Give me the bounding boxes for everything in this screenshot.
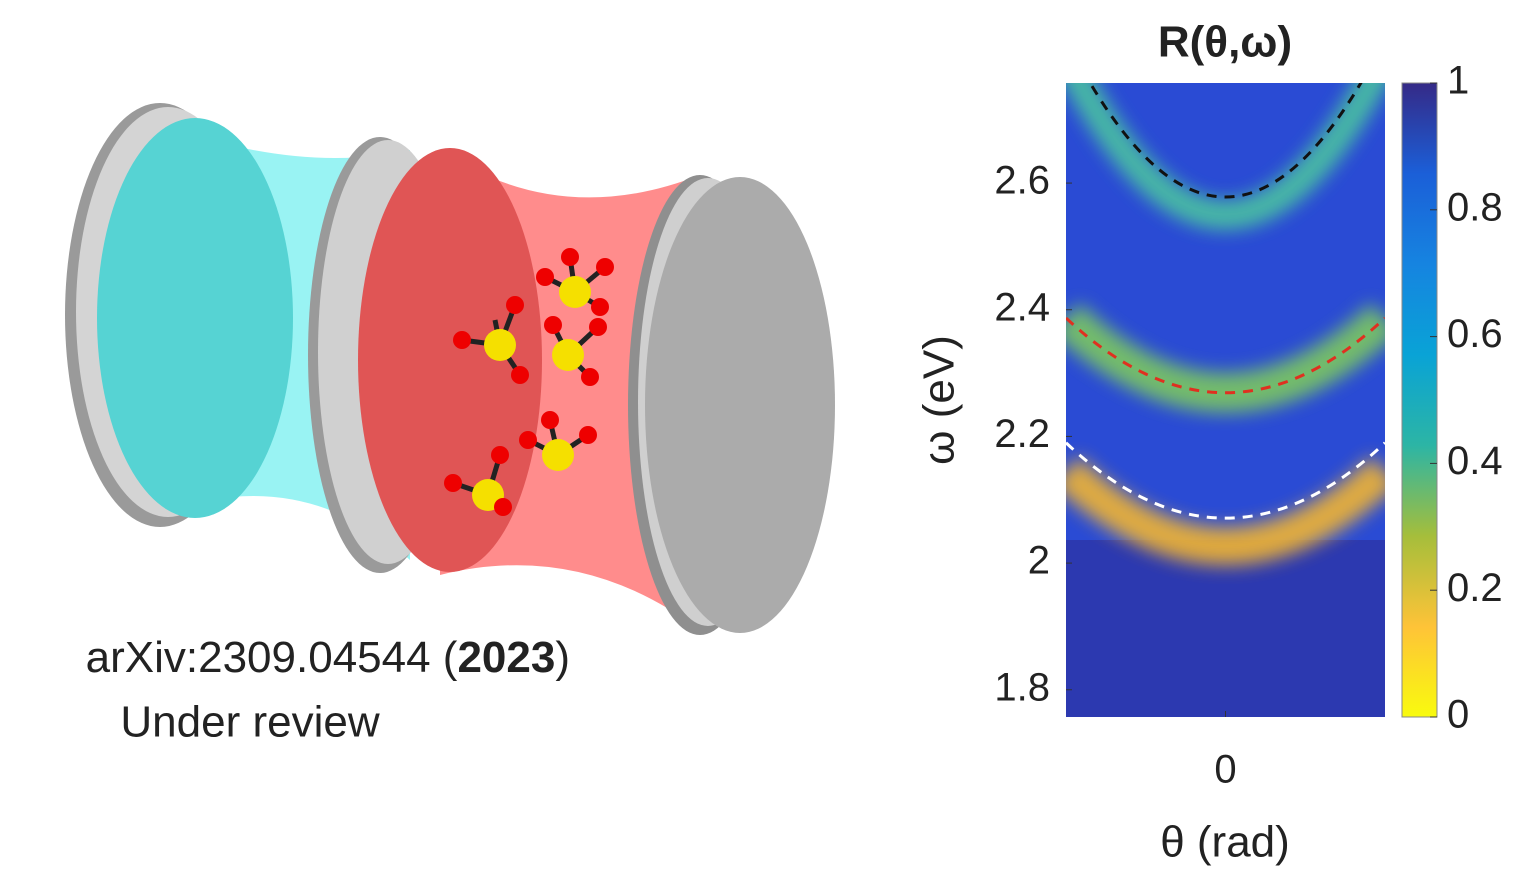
citation-year: 2023: [457, 633, 555, 682]
cavity-illustration: [65, 103, 835, 635]
review-status: Under review: [120, 698, 379, 747]
colorbar-tick-label: 0.4: [1447, 439, 1503, 483]
y-axis-label: ω (eV): [915, 335, 964, 465]
y-tick-label: 1.8: [994, 665, 1050, 709]
y-tick-label: 2: [1028, 539, 1050, 583]
slide: arXiv:2309.04544 (2023) Under review R(θ…: [0, 0, 1538, 882]
colorbar: [1402, 83, 1437, 717]
colorbar-tick-label: 1: [1447, 59, 1469, 103]
chart-title: R(θ,ω): [1158, 18, 1292, 67]
citation-id: arXiv:2309.04544 (: [86, 633, 458, 682]
x-axis-label: θ (rad): [1160, 818, 1290, 867]
y-tick-label: 2.4: [994, 285, 1050, 329]
heatmap: [1066, 39, 1385, 717]
y-tick-label: 2.6: [994, 159, 1050, 203]
citation-suffix: ): [555, 633, 570, 682]
colorbar-tick-label: 0: [1447, 693, 1469, 737]
x-tick-label: 0: [1214, 748, 1236, 792]
colorbar-tick-label: 0.6: [1447, 312, 1503, 356]
citation: arXiv:2309.04544 (2023): [86, 633, 570, 682]
y-tick-label: 2.2: [994, 412, 1050, 456]
colorbar-tick-label: 0.2: [1447, 566, 1503, 610]
colorbar-tick-label: 0.8: [1447, 185, 1503, 229]
